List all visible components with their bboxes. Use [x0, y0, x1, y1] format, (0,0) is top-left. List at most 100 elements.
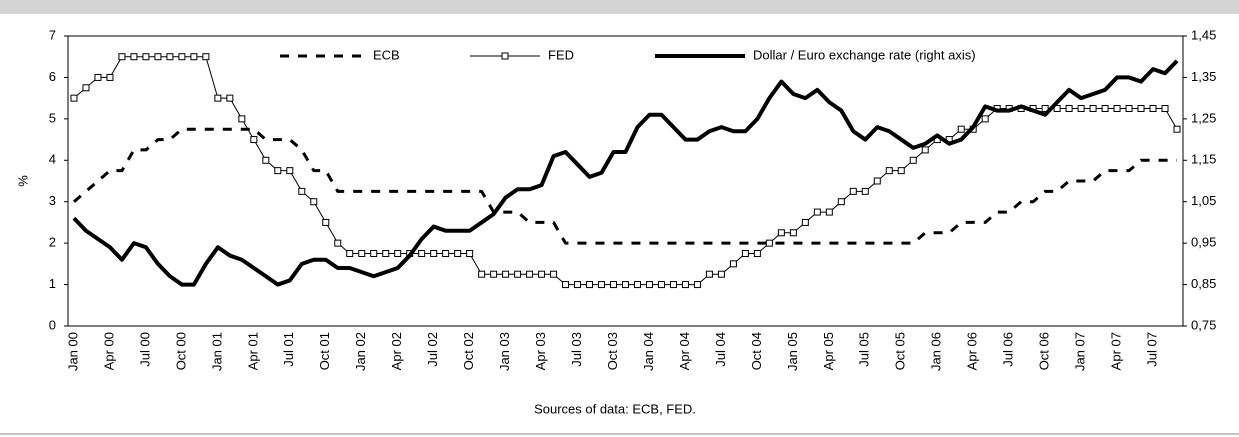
point-marker	[514, 270, 522, 278]
point-marker	[1113, 105, 1121, 112]
x-tick-label: Apr 01	[245, 332, 260, 370]
point-marker	[861, 187, 869, 195]
point-marker	[777, 229, 785, 237]
point-marker	[574, 281, 582, 289]
y-tick-label: 7	[49, 27, 56, 42]
legend-label: Dollar / Euro exchange rate (right axis)	[753, 47, 976, 62]
y-tick-label: 1	[49, 276, 56, 291]
x-tick-label: Apr 03	[533, 332, 548, 370]
x-tick-label: Jul 05	[857, 332, 872, 367]
x-tick-label: Oct 05	[893, 332, 908, 370]
point-marker	[310, 198, 318, 206]
point-marker	[166, 53, 174, 61]
point-marker	[1089, 105, 1097, 112]
point-marker	[274, 167, 282, 175]
point-marker	[82, 84, 90, 92]
point-marker	[1149, 105, 1157, 112]
point-marker	[645, 281, 653, 289]
point-marker	[657, 281, 665, 289]
x-tick-label: Oct 01	[317, 332, 332, 370]
point-marker	[394, 250, 402, 257]
point-marker	[466, 250, 474, 257]
y-axis-label: %	[15, 175, 30, 187]
x-tick-label: Jul 02	[425, 332, 440, 367]
point-marker	[334, 239, 342, 247]
point-marker	[262, 156, 270, 164]
x-tick-label: Apr 07	[1108, 332, 1123, 370]
point-marker	[94, 73, 102, 81]
point-marker	[1173, 125, 1181, 133]
point-marker	[598, 281, 606, 289]
x-tick-label: Jan 06	[929, 332, 944, 371]
x-tick-label: Jan 05	[785, 332, 800, 371]
point-marker	[957, 125, 965, 133]
point-marker	[693, 281, 701, 289]
point-marker	[1053, 105, 1061, 112]
point-marker	[130, 53, 138, 61]
point-marker	[442, 250, 450, 257]
legend-label: FED	[548, 47, 574, 62]
point-marker	[358, 250, 366, 257]
point-marker	[538, 270, 546, 278]
point-marker	[250, 136, 258, 144]
x-tick-label: Jan 01	[209, 332, 224, 371]
point-marker	[610, 281, 618, 289]
point-marker	[550, 270, 558, 278]
x-tick-label: Oct 02	[461, 332, 476, 370]
point-marker	[490, 270, 498, 278]
x-tick-label: Jul 03	[569, 332, 584, 367]
point-marker	[214, 94, 222, 102]
point-marker	[190, 53, 198, 61]
point-marker	[502, 270, 510, 278]
series-line	[73, 56, 1178, 286]
y2-tick-label: 1,15	[1191, 152, 1216, 167]
point-marker	[981, 115, 989, 123]
point-marker	[1137, 105, 1145, 112]
point-marker	[633, 281, 641, 289]
point-marker	[729, 260, 737, 268]
point-marker	[897, 167, 905, 175]
y2-tick-label: 0,95	[1191, 235, 1216, 250]
y2-tick-label: 0,85	[1191, 276, 1216, 291]
legend-marker	[501, 52, 509, 60]
point-marker	[813, 208, 821, 216]
point-marker	[1161, 105, 1169, 112]
y2-tick-label: 1,05	[1191, 193, 1216, 208]
x-tick-label: Apr 00	[101, 332, 116, 370]
x-tick-label: Jul 06	[1001, 332, 1016, 367]
x-tick-label: Jan 04	[641, 332, 656, 371]
x-tick-label: Oct 03	[605, 332, 620, 370]
series-line	[72, 59, 1179, 287]
point-marker	[202, 53, 210, 61]
point-marker	[837, 198, 845, 206]
x-tick-label: Jul 07	[1144, 332, 1159, 367]
x-tick-label: Jul 01	[281, 332, 296, 367]
x-tick-label: Jan 07	[1073, 332, 1088, 371]
point-marker	[705, 270, 713, 278]
point-marker	[298, 187, 306, 195]
point-marker	[142, 53, 150, 61]
x-tick-label: Oct 00	[173, 332, 188, 370]
x-tick-label: Apr 02	[389, 332, 404, 370]
point-marker	[70, 94, 78, 102]
x-tick-label: Jan 03	[497, 332, 512, 371]
point-marker	[669, 281, 677, 289]
footer: Sources of data: ECB, FED.	[534, 401, 696, 416]
series-line	[73, 127, 1178, 245]
legend-label: ECB	[373, 47, 400, 62]
point-marker	[562, 281, 570, 289]
point-marker	[454, 250, 462, 257]
y2-tick-label: 1,25	[1191, 110, 1216, 125]
x-tick-label: Apr 05	[821, 332, 836, 370]
point-marker	[1101, 105, 1109, 112]
y-tick-label: 4	[49, 152, 56, 167]
x-tick-label: Oct 04	[749, 332, 764, 370]
point-marker	[226, 94, 234, 102]
x-tick-label: Oct 06	[1037, 332, 1052, 370]
point-marker	[382, 250, 390, 257]
point-marker	[478, 270, 486, 278]
point-marker	[825, 208, 833, 216]
point-marker	[622, 281, 629, 289]
point-marker	[286, 167, 294, 175]
